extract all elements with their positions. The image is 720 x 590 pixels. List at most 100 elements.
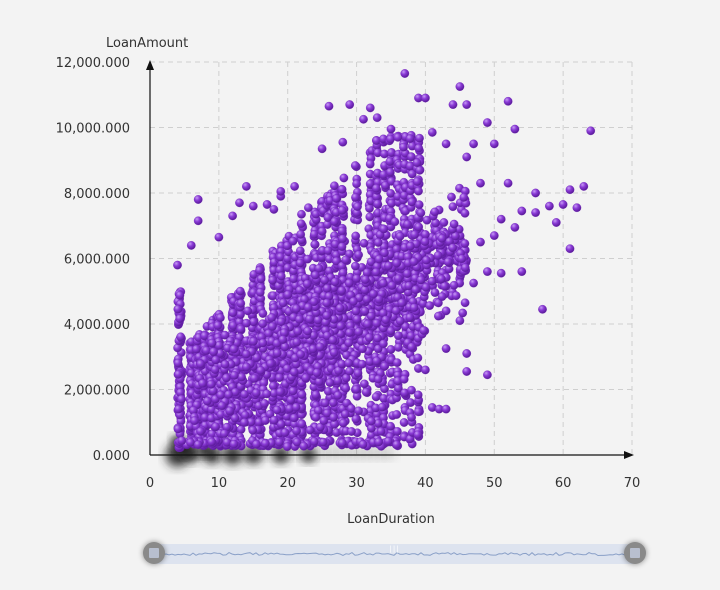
scatter-point [430,288,440,297]
scatter-point [380,361,390,371]
range-slider[interactable]: ||| [143,542,646,564]
scatter-point [211,355,221,365]
scatter-point [249,337,258,346]
scatter-point [217,401,227,411]
scatter-point [510,223,520,232]
scatter-point [214,232,224,242]
slider-track[interactable]: ||| [154,544,635,564]
scatter-point [414,143,424,153]
scatter-point [385,167,395,177]
scatter-point [406,241,415,251]
slider-handle-max[interactable] [624,542,646,564]
scatter-point [198,379,207,388]
scatter-point [351,385,361,394]
scatter-point [203,396,212,406]
scatter-point [351,306,361,316]
scatter-point [224,390,233,399]
scatter-point [579,182,589,191]
scatter-point [206,379,216,389]
scatter-point [351,414,361,424]
scatter-point [248,425,258,435]
scatter-point [288,236,298,246]
scatter-point [413,390,423,400]
x-tick-label: 60 [555,476,572,491]
scatter-point [337,185,347,194]
scatter-point [340,409,350,419]
scatter-point [255,288,265,297]
scatter-point [441,139,451,149]
scatter-point [394,274,403,283]
scatter-point [351,231,361,241]
scatter-point [412,158,422,168]
scatter-point [415,133,424,143]
scatter-point [228,308,238,318]
scatter-point [354,406,363,416]
scatter-point [220,429,229,439]
scatter-point [241,349,251,359]
scatter-point [405,313,415,322]
scatter-point [344,278,354,288]
scatter-point [292,304,301,314]
scatter-point [425,301,435,310]
scatter-point [328,398,338,408]
y-axis-title: LoanAmount [106,36,188,51]
scatter-point [459,193,469,202]
scatter-point [282,442,292,451]
scatter-point [402,269,412,279]
scatter-point [296,230,306,239]
scatter-point [242,318,251,328]
scatter-point [319,416,329,426]
scatter-point [276,271,286,281]
scatter-point [266,359,275,369]
scatter-point [275,387,285,397]
scatter-point [229,439,239,449]
scatter-point [350,161,360,170]
scatter-point [303,326,313,336]
scatter-point [173,424,183,434]
scatter-point [317,227,327,236]
scatter-point [414,200,424,210]
scatter-point [235,286,245,296]
scatter-point [451,291,461,301]
scatter-point [345,100,355,109]
scatter-point [411,285,421,295]
scatter-point [207,338,217,348]
scatter-point [381,315,391,325]
scatter-point [344,358,354,368]
scatter-point [377,402,387,412]
slider-handle-min[interactable] [143,542,165,564]
scatter-point [242,182,251,191]
scatter-point [407,385,416,395]
scatter-point [360,379,369,389]
scatter-point [174,404,183,414]
slider-grip-icon[interactable]: ||| [389,545,400,553]
scatter-point [337,226,347,236]
scatter-point [225,406,235,416]
scatter-point [220,360,230,369]
scatter-point [324,101,334,111]
scatter-point [392,358,402,368]
scatter-point [469,139,478,149]
scatter-point [228,211,237,221]
scatter-point [406,398,415,407]
tick-labels: 0 10 20 30 40 50 60 70 0.000 2,000.000 4,000.000 6,… [56,56,641,491]
scatter-point [302,279,312,289]
scatter-point [469,278,478,288]
scatter-point [276,187,286,196]
scatter-point [311,390,321,400]
scatter-point [207,437,217,447]
scatter-point [531,208,540,217]
scatter-point [337,206,347,215]
scatter-point [397,298,407,308]
scatter-point [572,203,582,213]
scatter-point [303,303,313,312]
scatter-point [379,339,388,349]
scatter-point [174,370,183,379]
x-tick-label: 40 [417,476,434,491]
scatter-point [280,428,290,437]
scatter-point [447,192,456,202]
scatter-point [258,319,268,329]
scatter-point [448,100,458,109]
scatter-point [193,216,203,226]
scatter-point [407,197,417,207]
